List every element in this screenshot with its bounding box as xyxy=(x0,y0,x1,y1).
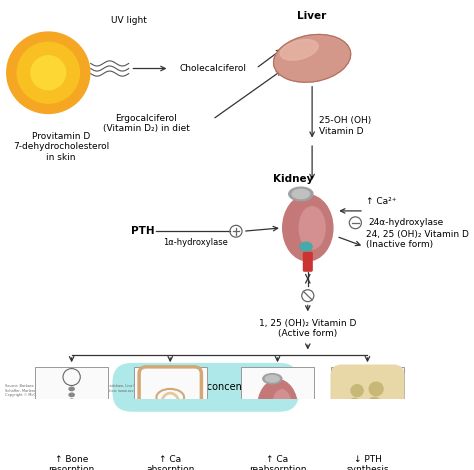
Text: 25-OH (OH)
Vitamin D: 25-OH (OH) Vitamin D xyxy=(319,117,371,136)
FancyBboxPatch shape xyxy=(35,367,108,452)
Text: ↓ PTH
synthesis: ↓ PTH synthesis xyxy=(346,455,389,470)
Ellipse shape xyxy=(271,425,281,432)
Text: 24, 25 (OH)₂ Vitamin D
(Inactive form): 24, 25 (OH)₂ Vitamin D (Inactive form) xyxy=(366,230,469,250)
Text: ↑ Plasma Ca²⁺ concentrations: ↑ Plasma Ca²⁺ concentrations xyxy=(132,382,280,392)
Text: Kidney: Kidney xyxy=(273,174,314,184)
Ellipse shape xyxy=(292,189,310,199)
Ellipse shape xyxy=(69,387,74,391)
Ellipse shape xyxy=(283,195,333,261)
FancyBboxPatch shape xyxy=(303,252,312,271)
Ellipse shape xyxy=(280,39,318,60)
Ellipse shape xyxy=(289,187,313,201)
Ellipse shape xyxy=(263,374,282,384)
Text: Provitamin D
7-dehydrocholesterol
in skin: Provitamin D 7-dehydrocholesterol in ski… xyxy=(13,132,109,162)
Circle shape xyxy=(349,398,360,408)
FancyBboxPatch shape xyxy=(134,367,207,452)
Ellipse shape xyxy=(265,376,279,382)
Text: UV light: UV light xyxy=(111,16,146,25)
Text: 1, 25 (OH)₂ Vitamin D
(Active form): 1, 25 (OH)₂ Vitamin D (Active form) xyxy=(259,319,356,338)
Ellipse shape xyxy=(69,405,74,408)
Ellipse shape xyxy=(69,399,74,402)
Text: ↑ Ca
absorption: ↑ Ca absorption xyxy=(146,455,194,470)
Text: Cholecalciferol: Cholecalciferol xyxy=(179,64,246,73)
Ellipse shape xyxy=(257,380,297,436)
Circle shape xyxy=(7,32,90,113)
Ellipse shape xyxy=(299,207,325,249)
Circle shape xyxy=(369,382,383,396)
Text: 1α-hydroxylase: 1α-hydroxylase xyxy=(163,238,228,247)
Ellipse shape xyxy=(273,34,351,82)
Text: 24α-hydroxylase: 24α-hydroxylase xyxy=(368,218,444,227)
Circle shape xyxy=(368,398,381,409)
FancyBboxPatch shape xyxy=(241,367,314,452)
Text: ↑ Ca
reabsorption: ↑ Ca reabsorption xyxy=(249,455,306,470)
Circle shape xyxy=(352,423,362,433)
Circle shape xyxy=(31,56,65,90)
Circle shape xyxy=(375,412,384,420)
Circle shape xyxy=(366,423,378,435)
Ellipse shape xyxy=(69,417,74,420)
Ellipse shape xyxy=(69,393,74,397)
Text: Liver: Liver xyxy=(298,11,327,21)
Ellipse shape xyxy=(69,429,74,432)
Ellipse shape xyxy=(69,411,74,415)
Text: ↑ Ca²⁺: ↑ Ca²⁺ xyxy=(366,197,396,206)
Ellipse shape xyxy=(300,242,312,251)
FancyBboxPatch shape xyxy=(274,431,281,442)
FancyBboxPatch shape xyxy=(331,365,404,446)
Text: ↑ Bone
resorption: ↑ Bone resorption xyxy=(48,455,95,470)
Ellipse shape xyxy=(69,423,74,426)
Circle shape xyxy=(351,384,363,397)
Text: PTH: PTH xyxy=(131,226,155,236)
Ellipse shape xyxy=(273,390,292,425)
Circle shape xyxy=(356,409,370,423)
Circle shape xyxy=(17,42,80,103)
FancyBboxPatch shape xyxy=(331,367,404,452)
Text: Source: Barbara L. Hoffmann, John O. Schorge, Karen D. Bradshaw, Lisa M. Halvors: Source: Barbara L. Hoffmann, John O. Sch… xyxy=(5,384,174,398)
Text: Ergocalciferol
(Vitamin D₂) in diet: Ergocalciferol (Vitamin D₂) in diet xyxy=(102,114,190,133)
